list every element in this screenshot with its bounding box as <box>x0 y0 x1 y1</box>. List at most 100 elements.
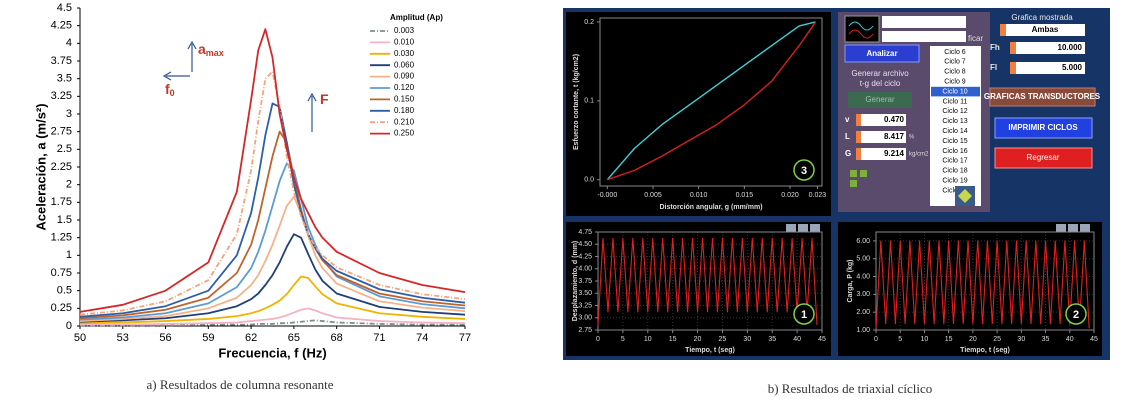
tool-icon <box>786 224 796 232</box>
cycle-item[interactable]: Ciclo 18 <box>942 168 967 175</box>
x-axis-label: Frecuencia, f (Hz) <box>218 345 326 360</box>
y-tick-label: 2.75 <box>51 126 72 138</box>
badge <box>793 159 815 181</box>
series-line <box>80 319 465 327</box>
legend-label: 0.030 <box>394 49 415 58</box>
cycle-item[interactable]: Ciclo 13 <box>942 118 967 125</box>
y-tick-label: 1.25 <box>51 232 72 244</box>
cycle-item[interactable]: Ciclo 16 <box>942 148 967 155</box>
button-label: Generar <box>865 95 895 104</box>
tool-icon <box>1068 224 1078 232</box>
plot-frame <box>597 231 823 331</box>
y-tick-label: 4.5 <box>57 2 72 14</box>
series-line <box>79 162 466 321</box>
y-tick-label: 3.00 <box>856 291 870 298</box>
x-tick-label: 59 <box>202 332 214 344</box>
x-tick-label: 10 <box>644 336 652 343</box>
cycle-item[interactable]: Ciclo 15 <box>942 138 967 145</box>
y-tick-label: 3.50 <box>578 290 592 297</box>
legend-label: 0.150 <box>394 95 415 104</box>
annotation-text: f <box>165 81 170 97</box>
y-tick-label: 2.25 <box>51 161 72 173</box>
y-tick-label: 0.75 <box>51 267 72 279</box>
plot-frame <box>875 231 1095 331</box>
cycle-item[interactable]: Ciclo 6 <box>944 49 966 56</box>
chart-frame <box>566 12 831 216</box>
series-line <box>79 233 466 323</box>
spinner <box>1010 42 1016 54</box>
dropdown[interactable] <box>1000 24 1085 36</box>
label: Fl <box>990 63 997 72</box>
x-tick-label: 53 <box>117 332 129 344</box>
cycle-item[interactable]: Ciclo 10 <box>942 88 967 95</box>
button[interactable] <box>989 87 1096 107</box>
button-label: Regresar <box>1027 153 1060 162</box>
field-unit: % <box>909 135 915 141</box>
x-tick-label: 0.005 <box>644 192 662 199</box>
y-tick-label: 1 <box>66 249 72 261</box>
text-box[interactable] <box>882 31 966 42</box>
cycle-list[interactable] <box>930 46 981 206</box>
y-tick-label: 2 <box>66 179 72 191</box>
annotation-sub: max <box>206 48 224 58</box>
label: t-g del ciclo <box>860 79 901 88</box>
legend-label: 0.010 <box>394 38 415 47</box>
y-tick-label: 3.5 <box>57 73 72 85</box>
cycle-item[interactable]: Ciclo 14 <box>942 128 967 135</box>
tool-icon <box>1056 224 1066 232</box>
x-tick-label: 30 <box>743 336 751 343</box>
y-tick-label: 3.25 <box>578 302 592 309</box>
field-spinner <box>856 114 861 126</box>
numeric-box[interactable] <box>1010 62 1085 74</box>
cycle-items: Ciclo 6 Ciclo 7 Ciclo 8 Ciclo 9 Ciclo 10 Cicl… <box>931 49 980 194</box>
cycle-item[interactable]: Ciclo 7 <box>944 59 966 66</box>
cycle-item[interactable]: Ciclo 19 <box>942 178 967 185</box>
icon <box>850 170 857 177</box>
y-tick-label: 0.1 <box>584 98 594 105</box>
x-tick-label: 68 <box>331 332 343 344</box>
y-tick-label: 2.5 <box>57 143 72 155</box>
field-box[interactable] <box>856 148 906 160</box>
field-value: 0.470 <box>884 115 905 124</box>
y-tick-label: 2.75 <box>578 327 592 334</box>
annotation-sub: 0 <box>170 88 175 98</box>
x-tick-label: 45 <box>1090 336 1098 343</box>
y-axis-label: Carga, P (kg) <box>847 259 854 302</box>
series-line <box>875 240 1090 329</box>
button[interactable] <box>994 147 1093 169</box>
cycle-item[interactable]: Ciclo 9 <box>944 79 966 86</box>
annotation: F <box>320 91 329 107</box>
plot-frame <box>599 17 823 187</box>
field-box[interactable] <box>856 131 906 143</box>
cycle-item[interactable]: Ciclo 11 <box>943 98 968 105</box>
y-tick-label: 4.25 <box>578 253 592 260</box>
cycle-item[interactable]: Ciclo 8 <box>944 69 966 76</box>
x-tick-label: 74 <box>416 332 428 344</box>
y-tick-label: 0.0 <box>584 177 594 184</box>
y-tick-label: 4.00 <box>856 273 870 280</box>
numeric-box[interactable] <box>1010 42 1085 54</box>
x-axis-label: Tiempo, t (seg) <box>960 347 1010 354</box>
tool-icon <box>810 224 820 232</box>
text-box[interactable] <box>882 16 966 28</box>
analyze-button[interactable] <box>844 44 920 63</box>
cycle-item[interactable]: Ciclo 17 <box>942 158 967 165</box>
field-box[interactable] <box>856 114 906 126</box>
x-axis-label: Distorción angular, g (mm/mm) <box>659 204 762 211</box>
plot-icon-line <box>848 21 874 31</box>
series-line <box>606 21 816 181</box>
x-axis-label: Tiempo, t (seg) <box>685 347 735 354</box>
generate-button[interactable] <box>848 92 912 108</box>
x-tick-label: 0.023 <box>809 192 827 199</box>
annotation: amax <box>198 41 224 59</box>
x-tick-label: 0.015 <box>736 192 754 199</box>
tool-icon <box>1080 224 1090 232</box>
cycle-item[interactable]: Ciclo 12 <box>942 108 967 115</box>
x-tick-label: 10 <box>921 336 929 343</box>
y-tick-label: 0.5 <box>57 285 72 297</box>
series-line <box>79 275 466 325</box>
x-tick-label: 25 <box>719 336 727 343</box>
badge <box>793 303 815 325</box>
button[interactable] <box>994 117 1093 139</box>
